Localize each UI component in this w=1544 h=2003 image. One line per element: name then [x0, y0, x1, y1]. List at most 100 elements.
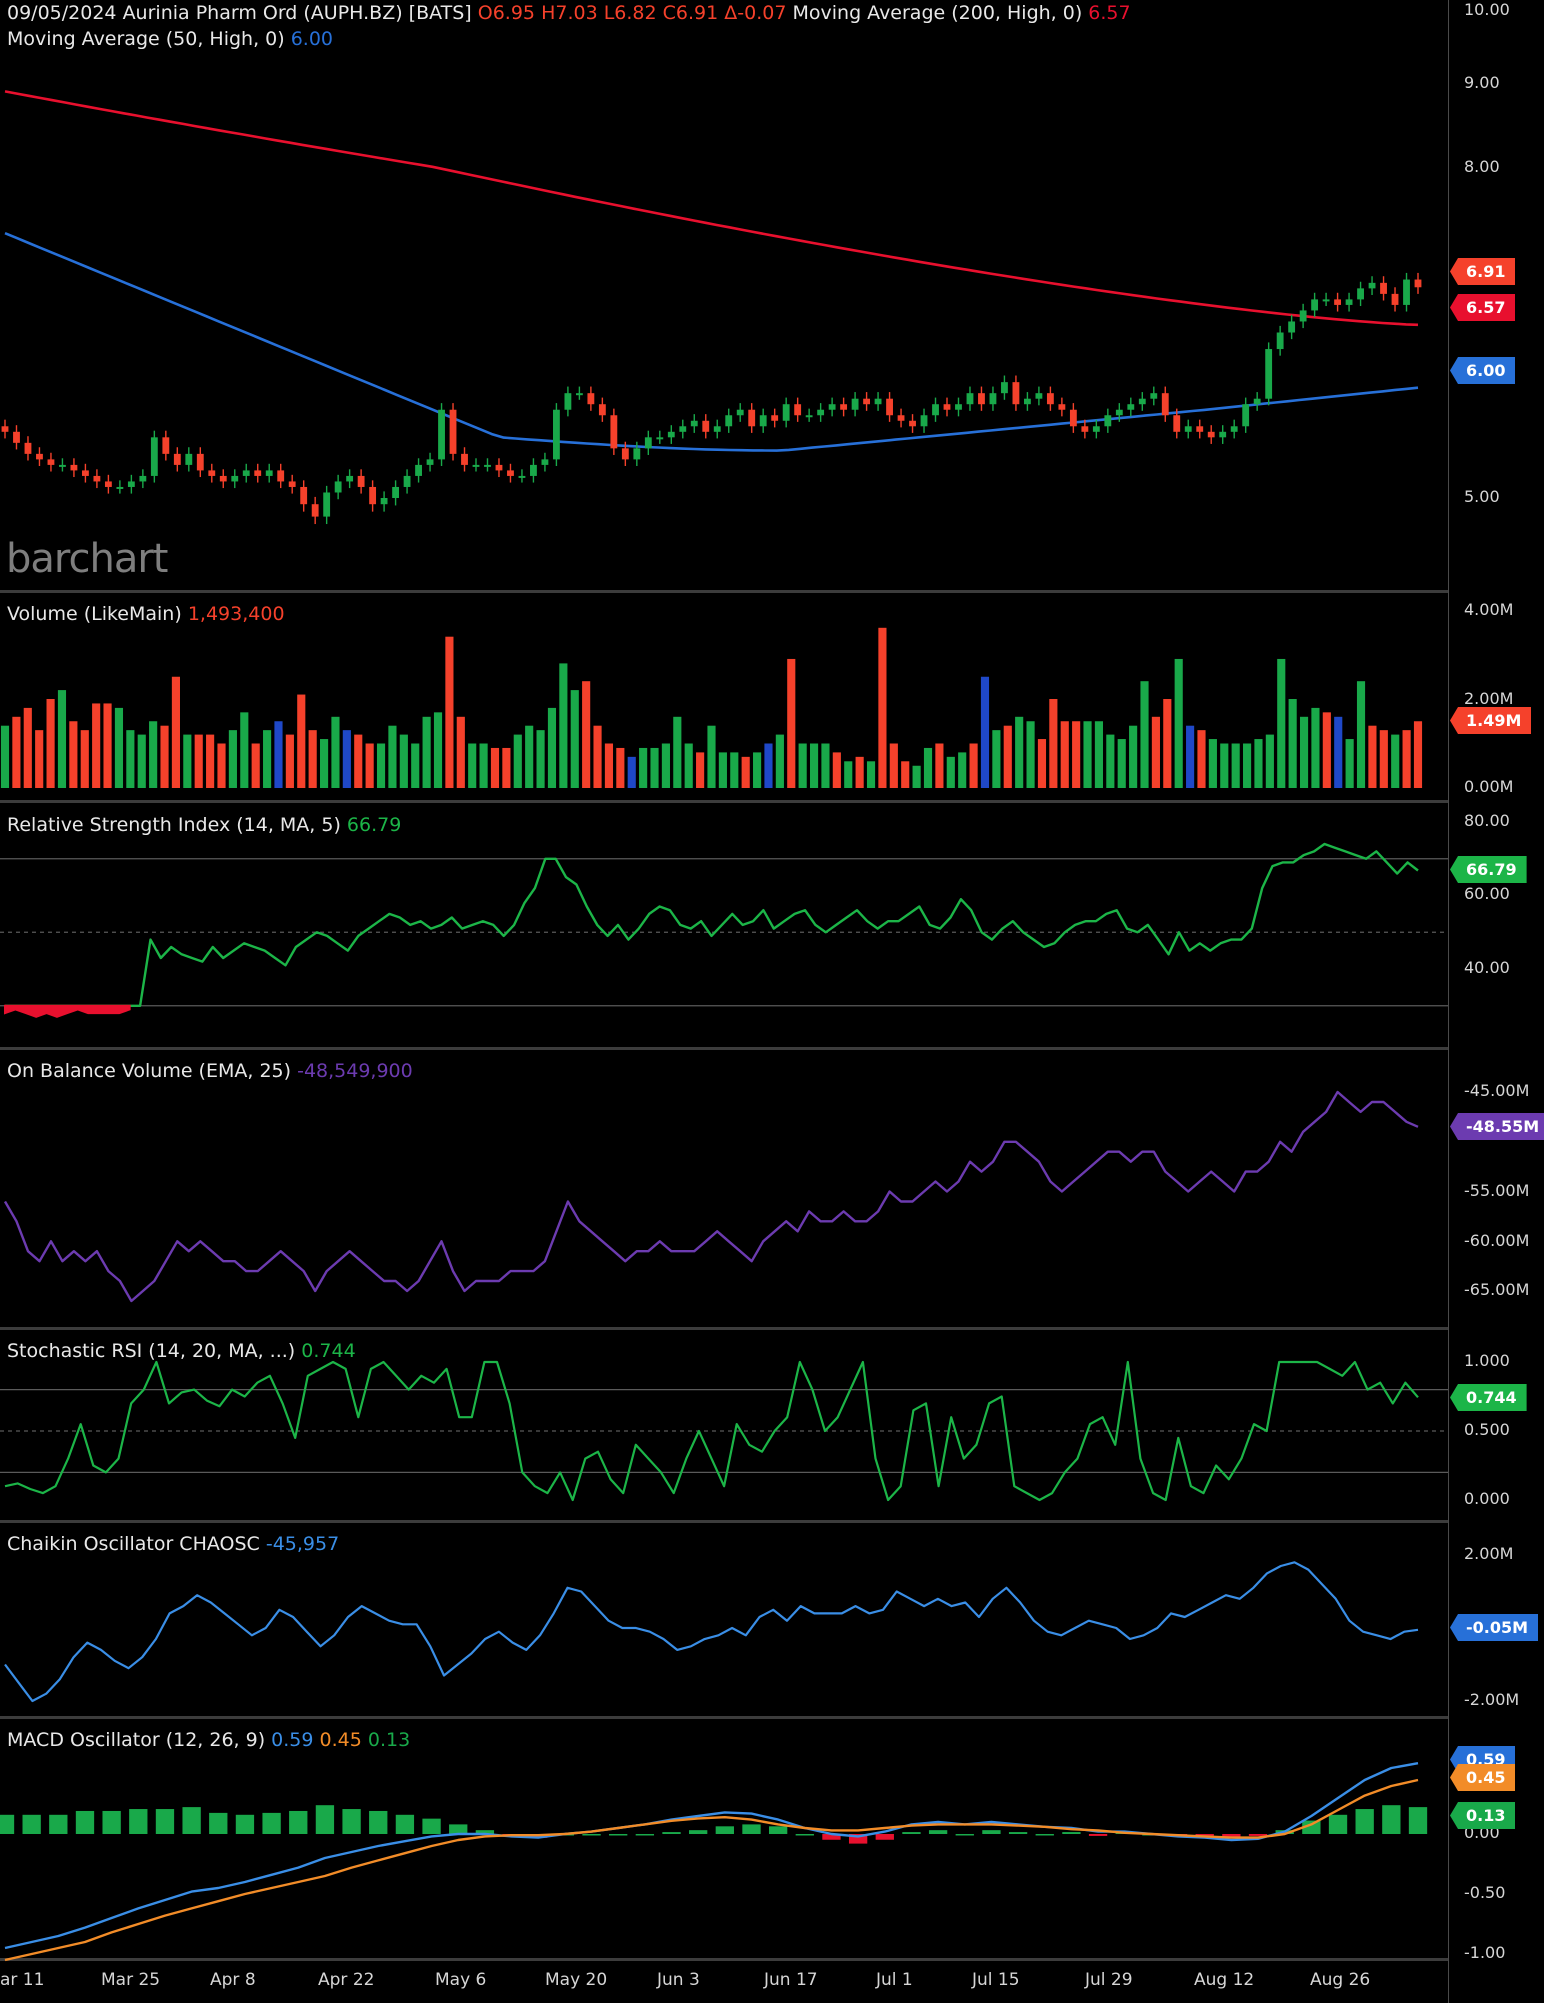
chart-canvas[interactable]	[0, 0, 1448, 2003]
legend-close: C6.91	[662, 2, 719, 24]
volume-bar	[92, 703, 101, 788]
volume-bar	[1208, 739, 1217, 788]
candle-body	[759, 415, 767, 427]
ma50-badge: 6.00	[1450, 357, 1516, 384]
candle-body	[81, 470, 89, 476]
volume-bar	[240, 712, 249, 788]
obv-label: On Balance Volume (EMA, 25)	[7, 1060, 292, 1082]
macd-histogram-bar	[795, 1834, 814, 1836]
candle-body	[185, 453, 193, 465]
pane-separator	[0, 1520, 1448, 1523]
macd-signal-line	[4, 1778, 1419, 1962]
macd-histogram-bar	[1062, 1832, 1081, 1834]
chaikin-badge: -0.05M	[1450, 1614, 1539, 1641]
volume-legend: Volume (LikeMain) 1,493,400	[7, 603, 285, 625]
volume-bar	[969, 743, 978, 788]
legend-open: O6.95	[477, 2, 536, 24]
rsi-value: 66.79	[346, 814, 402, 836]
stoch-line	[4, 1360, 1419, 1502]
candle-body	[426, 459, 434, 465]
candle-body	[196, 453, 204, 471]
macd-histogram-bar	[422, 1818, 441, 1834]
stoch-badge: 0.744	[1450, 1384, 1527, 1411]
x-tick-label: Jul 15	[972, 1970, 1020, 1990]
volume-bar	[593, 725, 602, 788]
volume-bar	[1345, 739, 1354, 788]
volume-bar	[1140, 681, 1149, 788]
volume-bar	[513, 734, 522, 788]
stoch-value: 0.744	[301, 1340, 356, 1362]
candle-body	[13, 431, 20, 443]
candle-body	[1023, 398, 1031, 405]
legend-high: H7.03	[541, 2, 598, 24]
candle-body	[415, 464, 422, 476]
macd-histogram-bar	[182, 1807, 201, 1834]
candle-body	[955, 404, 962, 410]
volume-bar	[137, 734, 146, 788]
x-tick-label: May 20	[545, 1970, 608, 1990]
candle-body	[36, 453, 43, 460]
volume-bar	[399, 734, 408, 788]
volume-bar	[445, 636, 454, 788]
macd-legend: MACD Oscillator (12, 26, 9) 0.59 0.45 0.…	[7, 1729, 410, 1751]
volume-bar	[1299, 716, 1309, 788]
candle-body	[794, 404, 802, 416]
candle-body	[472, 464, 480, 467]
volume-bar	[1356, 681, 1366, 788]
tick-label: 2.00M	[1464, 689, 1514, 708]
volume-bar	[1379, 730, 1388, 788]
candle-body	[1081, 426, 1089, 432]
macd-histogram-bar	[1008, 1832, 1028, 1834]
macd-histogram-bar	[129, 1809, 148, 1834]
candle-body	[1334, 299, 1342, 305]
candle-body	[679, 426, 687, 432]
tick-label: 2.00M	[1464, 1544, 1514, 1563]
volume-bar	[650, 747, 659, 788]
candle-body	[300, 486, 308, 505]
legend-ma50-value: 6.00	[290, 28, 334, 50]
candle-body	[1299, 310, 1307, 322]
volume-bar	[1243, 743, 1252, 788]
volume-bar	[365, 743, 374, 788]
candle-body	[667, 431, 675, 438]
tick-label: 1.000	[1464, 1351, 1510, 1370]
macd-histogram-bar	[22, 1814, 41, 1834]
candle-body	[1288, 321, 1296, 333]
tick-label: -0.50	[1464, 1883, 1506, 1902]
volume-bar	[946, 756, 955, 788]
candle-body	[1069, 409, 1077, 427]
ma50-line	[4, 231, 1419, 452]
macd-histogram-bar	[209, 1812, 228, 1834]
candle-body	[736, 409, 744, 416]
candle-body	[1253, 398, 1261, 405]
macd-histogram-bar	[742, 1824, 761, 1834]
volume-bar	[331, 716, 340, 788]
volume-bar	[730, 752, 739, 788]
macd-histogram-bar	[49, 1814, 68, 1834]
volume-bar	[1037, 739, 1047, 788]
candle-body	[587, 393, 595, 405]
volume-bar	[718, 752, 727, 788]
volume-bar	[821, 743, 830, 788]
candle-body	[1219, 431, 1227, 438]
volume-bar	[12, 716, 21, 788]
volume-bar	[456, 716, 465, 788]
candle-body	[943, 404, 951, 410]
candle-body	[1322, 299, 1330, 302]
volume-bar	[422, 716, 431, 788]
macd-histogram-bar	[982, 1830, 1001, 1834]
macd-histogram-bar	[102, 1810, 121, 1834]
tick-label: -60.00M	[1464, 1231, 1530, 1250]
volume-bar	[297, 694, 306, 788]
candle-body	[610, 415, 618, 449]
rsi-oversold-area	[4, 1004, 131, 1018]
legend-ma200-value: 6.57	[1088, 2, 1131, 24]
rsi-line	[5, 842, 1419, 1007]
volume-bar	[912, 765, 921, 788]
candle-body	[1230, 426, 1238, 432]
obv-legend: On Balance Volume (EMA, 25) -48,549,900	[7, 1060, 413, 1082]
volume-bar	[1174, 658, 1183, 788]
volume-bar	[160, 725, 169, 788]
macd-histogram-bar	[635, 1834, 655, 1836]
price-axis[interactable]	[1448, 0, 1544, 2003]
